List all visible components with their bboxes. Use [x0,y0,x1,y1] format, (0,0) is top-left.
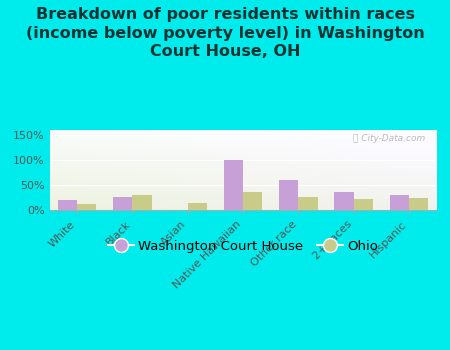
Bar [279,180,298,210]
Bar [58,200,77,210]
Bar [354,199,373,210]
Bar [113,197,132,210]
Bar [243,192,262,210]
Bar [409,198,428,210]
Bar [132,195,152,210]
Bar [224,160,243,210]
Bar [390,195,409,210]
Bar [188,203,207,210]
Text: ⓘ City-Data.com: ⓘ City-Data.com [353,134,425,142]
Text: Breakdown of poor residents within races
(income below poverty level) in Washing: Breakdown of poor residents within races… [26,7,424,59]
Bar [298,197,318,210]
Legend: Washington Court House, Ohio: Washington Court House, Ohio [103,234,383,258]
Bar [77,204,96,210]
Bar [334,193,354,210]
